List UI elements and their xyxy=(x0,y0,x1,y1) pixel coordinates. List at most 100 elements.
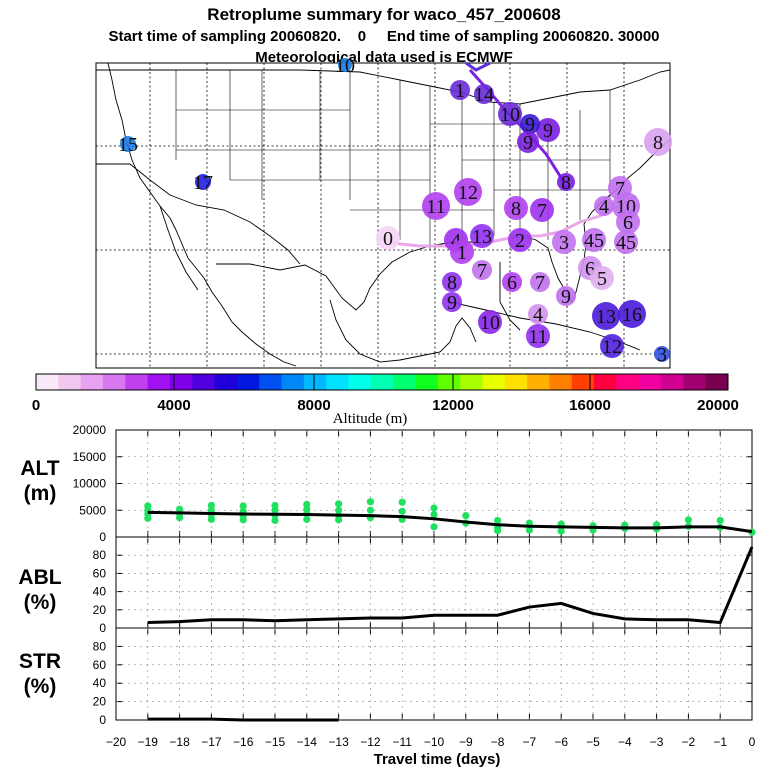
colorbar-segment xyxy=(303,374,327,390)
x-tick-label: −12 xyxy=(360,735,381,749)
str-ytick-label: 80 xyxy=(93,639,107,653)
plume-day-label: 2 xyxy=(515,230,525,252)
colorbar-segment xyxy=(661,374,684,390)
plume-circle xyxy=(450,80,470,100)
time-series-panels: ALT (m) ABL (%) STR (%) 2000015000100005… xyxy=(18,423,755,768)
abl-ytick-label: 20 xyxy=(93,603,107,617)
plume-circle xyxy=(376,226,400,250)
plume-day-label: 0 xyxy=(383,228,393,250)
plume-day-label: 7 xyxy=(615,178,625,200)
colorbar-segment xyxy=(58,374,82,390)
str-ytick-label: 40 xyxy=(93,676,107,690)
plume-day-label: 8 xyxy=(653,132,663,154)
colorbar-tick-4000: 4000 xyxy=(157,397,190,414)
x-tick-label: −6 xyxy=(554,735,568,749)
x-tick-label: −19 xyxy=(138,735,159,749)
plume-circle xyxy=(442,292,462,312)
altitude-colorbar: 0 4000 8000 12000 16000 20000 Altitude (… xyxy=(32,373,739,427)
plume-circle xyxy=(474,84,494,104)
plume-circle xyxy=(450,240,474,264)
str-panel-label: STR xyxy=(19,650,61,673)
alt-scatter-point xyxy=(335,506,343,514)
plume-circle xyxy=(422,192,450,220)
alt-scatter-point xyxy=(684,516,693,524)
x-tick-label: −3 xyxy=(650,735,664,749)
alt-ytick-label: 15000 xyxy=(73,450,107,464)
str-panel-unit: (%) xyxy=(24,675,57,698)
abl-panel-unit: (%) xyxy=(24,591,57,614)
colorbar-tick-20000: 20000 xyxy=(697,397,739,414)
plume-day-label: 8 xyxy=(561,172,571,194)
colorbar-segment xyxy=(616,374,640,390)
x-tick-label: −8 xyxy=(491,735,505,749)
sampling-time-line: Start time of sampling 20060820. 0 End t… xyxy=(108,28,659,45)
alt-ytick-label: 10000 xyxy=(73,477,107,491)
abl-series-line xyxy=(147,546,754,625)
x-tick-label: −7 xyxy=(523,735,537,749)
plume-circle xyxy=(530,272,550,292)
plume-day-label: 17 xyxy=(193,172,213,194)
colorbar-segment xyxy=(80,374,104,390)
alt-scatter-point xyxy=(525,526,534,534)
alt-scatter-point xyxy=(176,514,184,522)
alt-scatter-point xyxy=(144,514,152,522)
colorbar-segment xyxy=(348,374,372,390)
plume-day-label: 8 xyxy=(447,272,457,294)
colorbar-tick-12000: 12000 xyxy=(432,397,474,414)
x-tick-label: −5 xyxy=(586,735,600,749)
plume-circle xyxy=(470,224,494,248)
x-axis: −20 −19 −18 −17 −16 −15 −14 −13 −12 −11 −10 −9 −8 −7−… xyxy=(106,735,756,749)
x-tick-label: −14 xyxy=(297,735,318,749)
coastlines xyxy=(96,62,671,367)
state-borders xyxy=(175,70,611,250)
plume-day-label: 12 xyxy=(458,182,478,204)
map-grid xyxy=(96,63,670,368)
colorbar-segment xyxy=(169,374,193,390)
plume-circle xyxy=(644,128,672,156)
plume-circle xyxy=(498,102,522,126)
colorbar-segments xyxy=(36,374,729,390)
str-series-line xyxy=(147,717,339,722)
colorbar-segment xyxy=(259,374,283,390)
alt-scatter-point xyxy=(239,516,247,524)
plume-circle xyxy=(592,302,620,330)
alt-scatter-point xyxy=(335,500,343,508)
alt-scatter-point xyxy=(430,523,438,531)
x-tick-label: 0 xyxy=(749,735,756,749)
plume-day-label: 8 xyxy=(511,198,521,220)
colorbar-tick-16000: 16000 xyxy=(569,397,611,414)
abl-axis: 80 60 40 20 0 xyxy=(93,536,754,635)
plume-day-label: 6 xyxy=(623,212,633,234)
colorbar-segment xyxy=(571,374,595,390)
plume-circle xyxy=(616,210,640,234)
x-tick-label: −10 xyxy=(424,735,445,749)
plume-day-label: 15 xyxy=(118,134,138,156)
plume-circle xyxy=(557,173,575,191)
plume-day-label: 16 xyxy=(622,304,642,326)
plume-circle xyxy=(502,272,522,292)
x-tick-label: −2 xyxy=(682,735,696,749)
colorbar-segment xyxy=(638,374,662,390)
plume-circle xyxy=(504,196,528,220)
plume-day-label: 7 xyxy=(477,260,487,282)
colorbar-segment xyxy=(594,374,617,390)
alt-scatter-point xyxy=(398,507,406,515)
str-ytick-label: 0 xyxy=(99,713,106,727)
map-frame xyxy=(95,62,671,369)
plume-day-label: 10 xyxy=(480,312,500,334)
colorbar-segment xyxy=(437,374,461,390)
colorbar-segment xyxy=(482,374,506,390)
plume-circle xyxy=(530,198,554,222)
plume-day-label: 14 xyxy=(474,84,494,106)
alt-scatter-point xyxy=(462,511,470,520)
plume-day-label: 9 xyxy=(447,292,457,314)
alt-scatter-point xyxy=(398,498,406,506)
str-ytick-label: 60 xyxy=(93,658,107,672)
x-tick-label: −17 xyxy=(201,735,222,749)
colorbar-label: Altitude (m) xyxy=(333,411,408,427)
colorbar-segment xyxy=(415,374,439,390)
plume-circle xyxy=(654,346,670,362)
plume-circle xyxy=(526,324,550,348)
plume-circle xyxy=(594,196,614,216)
